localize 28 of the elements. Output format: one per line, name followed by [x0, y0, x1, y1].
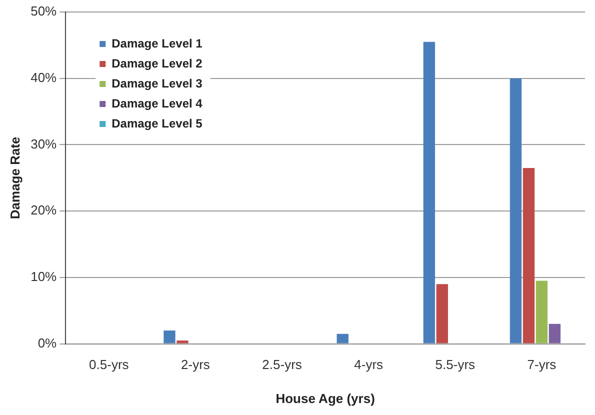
- x-tick-label: 2-yrs: [181, 357, 210, 372]
- y-tick-label: 40%: [30, 70, 58, 85]
- x-tick-label: 0.5-yrs: [89, 357, 130, 372]
- bar: [522, 168, 535, 344]
- y-tick-label: 30%: [30, 136, 58, 152]
- y-tick-label: 0%: [38, 335, 58, 350]
- y-tick-label: 10%: [30, 269, 58, 284]
- x-tick-label: 2.5-yrs: [262, 357, 302, 372]
- bar: [176, 340, 188, 344]
- bar: [164, 330, 176, 344]
- bar: [336, 334, 348, 344]
- legend-label: Damage Level 2: [112, 56, 203, 70]
- x-tick-label: 7-yrs: [527, 357, 557, 372]
- bar: [423, 42, 436, 344]
- y-axis-title: Damage Rate: [7, 136, 22, 220]
- y-tick-label: 20%: [30, 202, 58, 218]
- bar: [548, 324, 561, 344]
- legend-label: Damage Level 3: [112, 76, 203, 90]
- x-axis-title: House Age (yrs): [276, 390, 375, 406]
- legend-label: Damage Level 1: [112, 36, 203, 50]
- x-tick-label: 5.5-yrs: [435, 357, 476, 372]
- legend-label: Damage Level 5: [112, 116, 203, 130]
- y-tick-label: 50%: [30, 4, 58, 19]
- x-tick-label: 4-yrs: [354, 357, 384, 372]
- bar: [536, 280, 548, 344]
- bar: [510, 78, 522, 344]
- legend-label: Damage Level 4: [112, 96, 203, 110]
- bar: [436, 284, 448, 344]
